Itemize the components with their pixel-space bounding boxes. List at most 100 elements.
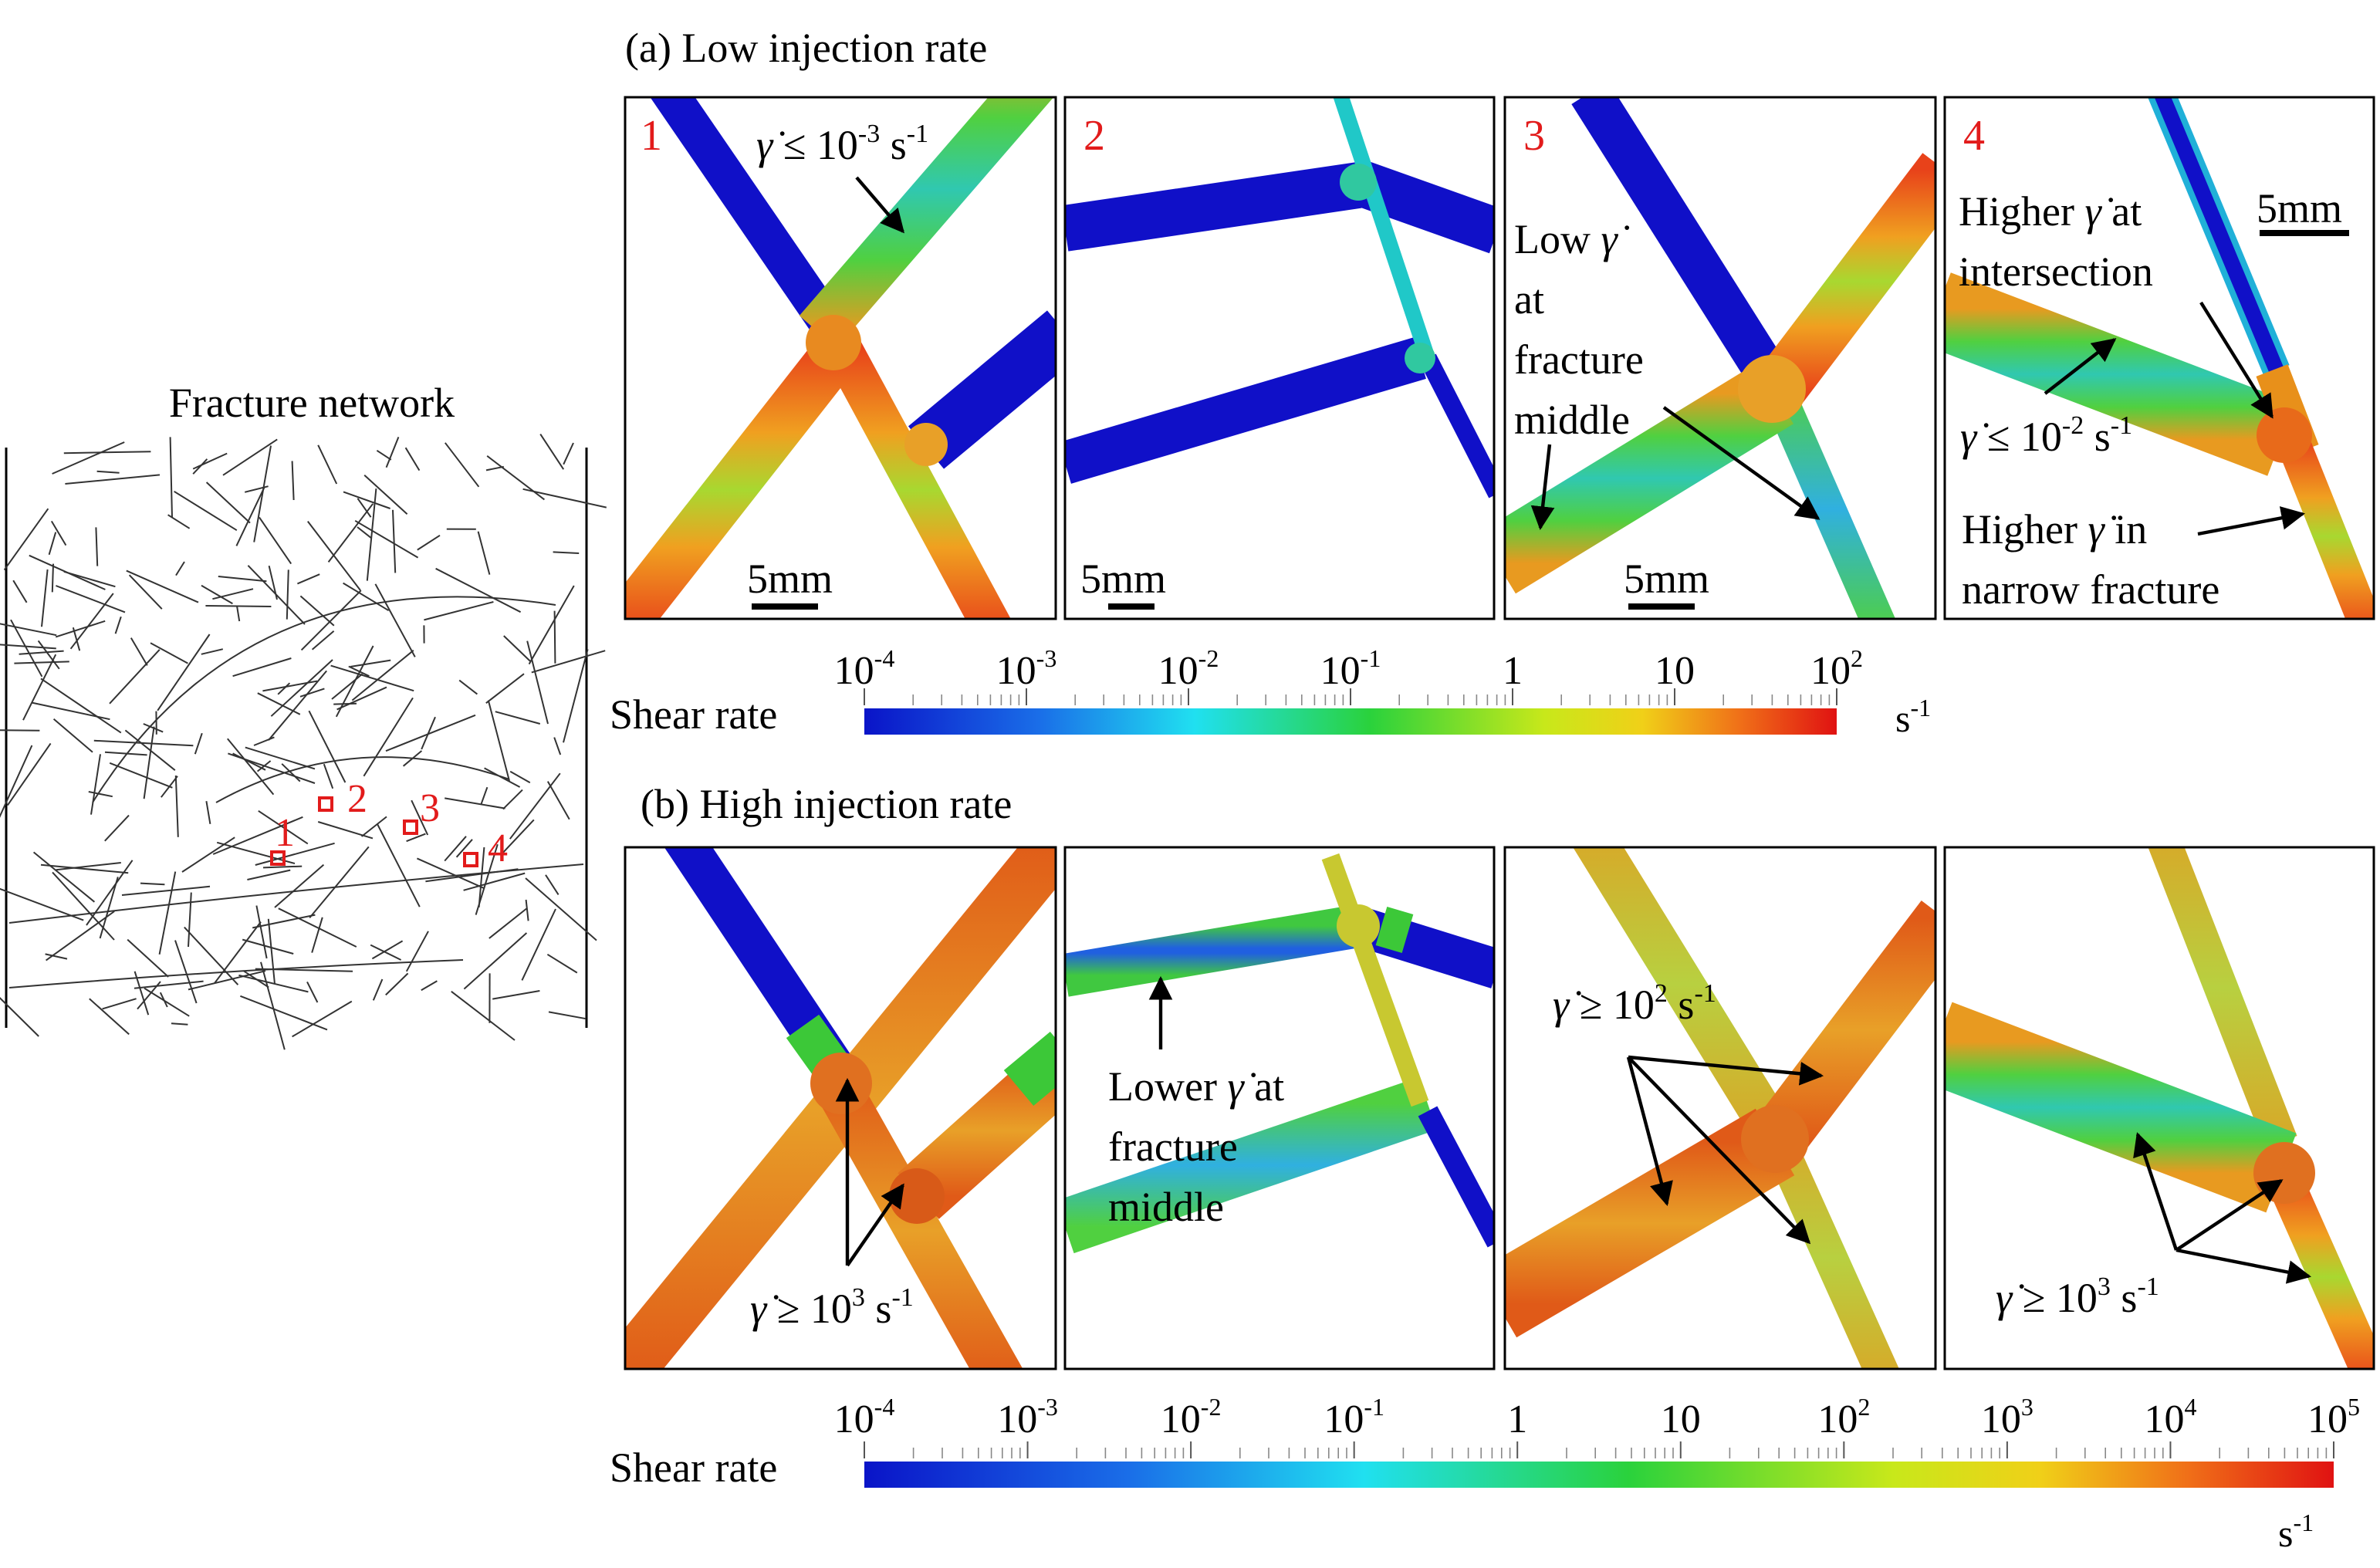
fracture-segment	[90, 754, 101, 815]
marker-label-3: 3	[420, 786, 440, 830]
fracture-segment	[553, 551, 580, 554]
fracture-segment	[46, 911, 115, 961]
fracture-segment	[343, 491, 390, 509]
fracture-network: Fracture network 1 2 3 4	[0, 380, 607, 1050]
fracture-segment	[143, 726, 155, 799]
fracture-segment	[424, 601, 494, 621]
fracture-segment	[502, 789, 523, 810]
svg-text:γ̇ ≥ 103 s-1: γ̇ ≥ 103 s-1	[750, 1283, 914, 1332]
fracture-segment	[40, 678, 122, 734]
panel-b3-annotation: γ̇ ≥ 102 s-1	[1553, 979, 1824, 1245]
colorbar-a-gradient	[864, 708, 1837, 735]
colorbar-tick-label: 10	[1655, 649, 1695, 693]
fracture-segment	[63, 451, 151, 455]
fracture-segment	[277, 682, 291, 695]
fracture-segment	[188, 970, 266, 991]
fracture-segment	[134, 980, 204, 989]
fracture-segment	[104, 814, 130, 842]
fracture-segment	[495, 711, 541, 725]
fracture-segment	[327, 503, 374, 563]
fracture-segment	[348, 665, 370, 678]
colorbar-tick-label: 103	[1981, 1393, 2033, 1441]
fracture-segment	[525, 899, 529, 921]
fracture-segment	[10, 619, 43, 678]
fracture-segment	[268, 565, 278, 600]
fracture-segment	[331, 673, 363, 700]
fracture-segment	[114, 616, 122, 634]
fracture-segment	[522, 488, 607, 509]
svg-text:fracture: fracture	[1514, 336, 1644, 383]
fracture-segment	[253, 445, 272, 542]
fracture-segment	[309, 846, 370, 919]
colorbar-tick-label: 10-2	[1158, 644, 1219, 693]
fracture-segment	[157, 634, 211, 711]
fracture-segment	[270, 659, 333, 717]
fracture-segment	[22, 654, 57, 721]
svg-text:Low γ̇: Low γ̇	[1514, 216, 1630, 262]
fracture-segment	[463, 932, 528, 990]
fracture-segment	[95, 527, 99, 566]
fracture-segment	[385, 437, 400, 468]
fracture-segment	[41, 569, 49, 627]
fracture-segment	[255, 842, 335, 866]
panel-a1-scalebar: 5mm	[747, 556, 833, 610]
fracture-segment	[51, 563, 54, 593]
fracture-segment	[212, 816, 303, 855]
fracture-segment	[121, 885, 211, 896]
fracture-segment	[363, 475, 408, 515]
fracture-segment	[86, 860, 134, 926]
fracture-segment	[553, 737, 562, 755]
fracture-segment	[144, 987, 190, 1017]
fracture-segment	[267, 918, 276, 985]
fracture-segment	[297, 573, 320, 585]
fracture-segment	[376, 449, 392, 461]
fracture-segment	[255, 968, 353, 972]
fracture-segment	[563, 649, 589, 743]
fracture-segment	[485, 673, 525, 704]
fracture-segment	[262, 865, 303, 869]
fracture-segment	[14, 661, 69, 664]
fracture-segment	[405, 931, 429, 972]
fracture-segment	[417, 534, 441, 551]
fracture-segment	[201, 648, 224, 655]
panel-a3-scalebar: 5mm	[1624, 556, 1709, 610]
fracture-segment	[486, 455, 546, 501]
fracture-segment	[492, 990, 540, 1000]
colorbar-tick-label: 10-3	[997, 1393, 1058, 1441]
fracture-segment	[455, 839, 473, 858]
fracture-segment	[52, 871, 115, 941]
fracture-segment	[445, 797, 505, 809]
svg-text:5mm: 5mm	[1624, 556, 1709, 602]
fracture-segment	[134, 971, 150, 1015]
svg-text:5mm: 5mm	[747, 556, 833, 602]
svg-text:γ̇ ≥ 102 s-1: γ̇ ≥ 102 s-1	[1553, 979, 1716, 1028]
fracture-segment	[444, 836, 467, 862]
fracture-segment	[236, 606, 241, 622]
fracture-segment	[0, 644, 56, 650]
fracture-segment	[402, 750, 423, 767]
fracture-segment	[484, 767, 521, 788]
colorbar-tick-label: 10	[1661, 1397, 1701, 1441]
fracture-segment	[480, 786, 489, 805]
fracture-segment	[286, 569, 289, 620]
svg-text:Higher γ̇ in: Higher γ̇ in	[1962, 506, 2147, 553]
fracture-segment	[262, 680, 318, 692]
fracture-segment	[374, 583, 416, 657]
panel-a4-annotation: Higher γ̇ at intersection γ̇ ≤ 10-2 s-1 …	[1959, 188, 2306, 613]
fracture-segment	[104, 751, 147, 756]
fracture-segment	[299, 688, 325, 698]
fracture-segment	[102, 998, 137, 1010]
fracture-segment	[404, 447, 421, 471]
fracture-segment	[175, 561, 185, 576]
fracture-segment	[366, 488, 377, 581]
fracture-segment	[477, 531, 491, 575]
fracture-segment	[188, 892, 192, 948]
svg-text:γ̇ ≤ 10-3 s-1: γ̇ ≤ 10-3 s-1	[756, 120, 928, 168]
fracture-segment	[503, 635, 531, 662]
fracture-segment	[222, 438, 278, 476]
fracture-segment	[311, 630, 335, 651]
fracture-segment	[184, 926, 239, 985]
svg-text:intersection: intersection	[1959, 248, 2153, 295]
panel-a1-field	[625, 97, 1056, 619]
